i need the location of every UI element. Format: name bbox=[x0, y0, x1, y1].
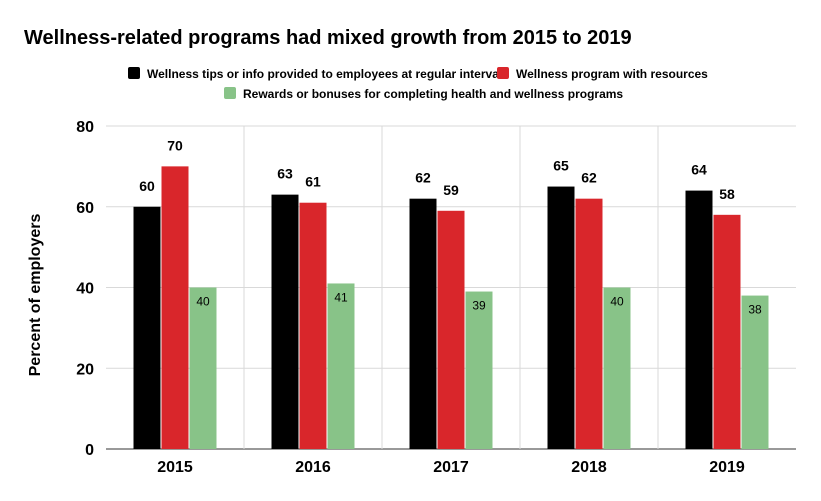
bar-series-3-2015 bbox=[189, 287, 217, 449]
bar-series-1-2016 bbox=[271, 194, 299, 449]
data-label-series-3-2018: 40 bbox=[610, 295, 624, 309]
data-label-series-3-2015: 40 bbox=[196, 295, 210, 309]
legend-swatch-series-1 bbox=[128, 67, 140, 79]
x-tick-label: 2015 bbox=[157, 459, 193, 476]
y-axis-title: Percent of employers bbox=[27, 214, 44, 377]
legend-swatch-series-2 bbox=[497, 67, 509, 79]
data-label-series-3-2016: 41 bbox=[334, 290, 348, 304]
data-label-series-1-2015: 60 bbox=[139, 178, 155, 194]
data-labels: 60 70 40 63 61 41 62 59 39 65 62 40 64 58 38 bbox=[139, 137, 762, 316]
bar-series-2-2018 bbox=[575, 198, 603, 449]
data-label-series-2-2016: 61 bbox=[305, 174, 321, 190]
y-axis-ticks: 0 20 40 60 80 bbox=[76, 119, 94, 459]
bar-series-3-2016 bbox=[327, 283, 355, 449]
data-label-series-1-2016: 63 bbox=[277, 166, 293, 182]
legend-swatch-series-3 bbox=[224, 87, 236, 99]
bar-series-3-2019 bbox=[741, 295, 769, 449]
data-label-series-2-2015: 70 bbox=[167, 137, 183, 153]
data-label-series-1-2017: 62 bbox=[415, 170, 431, 186]
legend-label-series-2: Wellness program with resources bbox=[516, 67, 708, 81]
y-tick-label: 80 bbox=[76, 119, 94, 136]
legend-label-series-3: Rewards or bonuses for completing health… bbox=[243, 87, 623, 101]
bar-series-2-2016 bbox=[299, 202, 327, 449]
data-label-series-2-2019: 58 bbox=[719, 186, 735, 202]
data-label-series-1-2018: 65 bbox=[553, 158, 569, 174]
y-tick-label: 0 bbox=[85, 442, 94, 459]
bar-series-1-2017 bbox=[409, 198, 437, 449]
y-tick-label: 40 bbox=[76, 281, 94, 298]
bar-series-3-2018 bbox=[603, 287, 631, 449]
x-tick-label: 2018 bbox=[571, 459, 607, 476]
y-tick-label: 20 bbox=[76, 361, 94, 378]
bar-series-1-2018 bbox=[547, 186, 575, 449]
legend: Wellness tips or info provided to employ… bbox=[128, 67, 708, 101]
bar-series-1-2019 bbox=[685, 190, 713, 449]
bar-series-2-2017 bbox=[437, 210, 465, 449]
bar-series-1-2015 bbox=[133, 206, 161, 449]
bars bbox=[133, 166, 769, 449]
legend-label-series-1: Wellness tips or info provided to employ… bbox=[147, 67, 509, 81]
data-label-series-3-2017: 39 bbox=[472, 299, 486, 313]
bar-series-2-2019 bbox=[713, 214, 741, 449]
data-label-series-2-2017: 59 bbox=[443, 182, 459, 198]
data-label-series-2-2018: 62 bbox=[581, 170, 597, 186]
y-tick-label: 60 bbox=[76, 200, 94, 217]
x-tick-label: 2016 bbox=[295, 459, 331, 476]
bar-series-2-2015 bbox=[161, 166, 189, 449]
bar-series-3-2017 bbox=[465, 291, 493, 449]
data-label-series-1-2019: 64 bbox=[691, 162, 707, 178]
x-axis-ticks: 2015 2016 2017 2018 2019 bbox=[157, 459, 745, 476]
x-tick-label: 2017 bbox=[433, 459, 469, 476]
chart-title: Wellness-related programs had mixed grow… bbox=[24, 27, 632, 49]
data-label-series-3-2019: 38 bbox=[748, 303, 762, 317]
x-tick-label: 2019 bbox=[709, 459, 745, 476]
